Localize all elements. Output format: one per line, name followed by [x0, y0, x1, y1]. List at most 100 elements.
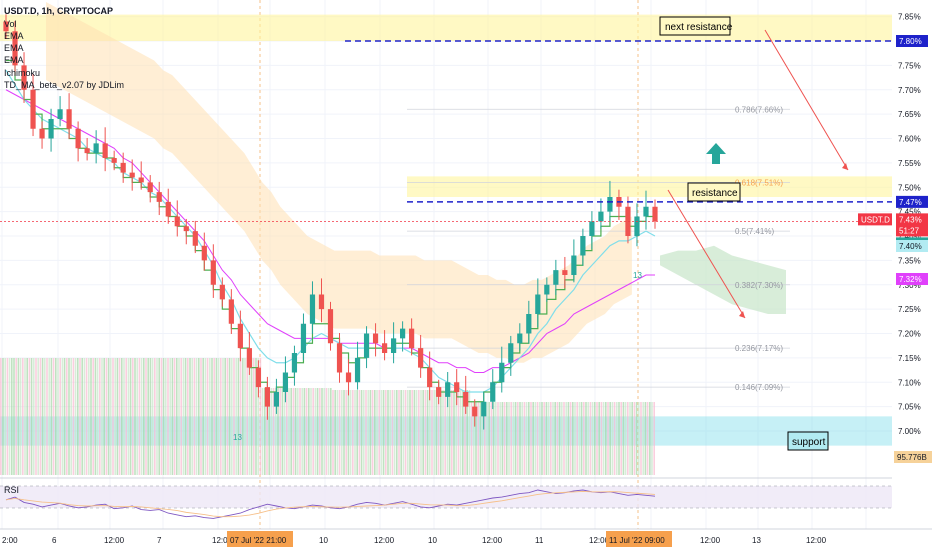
volume-bar	[574, 402, 576, 475]
price-tick-label: 7.20%	[898, 330, 921, 339]
volume-bar	[642, 402, 644, 475]
volume-bar	[182, 358, 185, 475]
volume-bar	[235, 358, 237, 475]
volume-bar	[510, 402, 512, 475]
volume-bar	[343, 390, 345, 475]
volume-bar	[50, 358, 53, 475]
candle-body	[264, 387, 271, 407]
volume-bar	[387, 390, 389, 475]
volume-bar	[576, 402, 578, 475]
volume-bar	[0, 358, 2, 475]
projection-arrow-down-1[interactable]	[764, 29, 849, 171]
candle-body	[219, 284, 225, 300]
volume-bar	[46, 358, 48, 475]
candle-body	[481, 401, 487, 417]
volume-bar	[495, 402, 497, 475]
candle-body	[400, 328, 406, 339]
volume-bar	[424, 390, 427, 475]
volume-bar	[92, 358, 94, 475]
indicator-ichimoku[interactable]: Ichimoku	[4, 68, 40, 78]
volume-bar	[35, 358, 37, 475]
volume-bar	[200, 358, 202, 475]
price-tick-label: 7.35%	[898, 256, 921, 265]
resistance-box[interactable]	[687, 182, 741, 202]
volume-bar	[6, 358, 9, 475]
volume-bar	[242, 358, 244, 475]
volume-bar	[347, 390, 350, 475]
fib-level-label: 0.146(7.09%)	[735, 383, 783, 392]
volume-bar	[413, 390, 416, 475]
indicator-ema-3[interactable]: EMA	[4, 55, 24, 65]
volume-bar	[369, 390, 372, 475]
td-count-label: 13	[233, 433, 242, 442]
volume-bar	[176, 358, 178, 475]
volume-bar	[314, 388, 317, 475]
annotations[interactable]	[0, 29, 892, 319]
up-arrow-icon	[706, 143, 726, 164]
time-highlight-tag	[606, 531, 672, 547]
volume-bar	[600, 402, 603, 475]
volume-bar	[116, 358, 119, 475]
volume-bar	[261, 388, 264, 475]
next-resistance-box[interactable]	[659, 16, 731, 36]
candle-body	[652, 206, 658, 222]
volume-bar	[583, 402, 585, 475]
price-tick-label: 7.40%	[898, 232, 921, 241]
volume-bar	[594, 402, 596, 475]
candle-body	[156, 192, 162, 202]
volume-bar	[488, 402, 490, 475]
volume-bar	[79, 358, 81, 475]
indicator-ema-2[interactable]: EMA	[4, 43, 24, 53]
volume-bar	[479, 402, 482, 475]
projection-arrow-down-2[interactable]	[667, 189, 746, 319]
candle-body	[228, 299, 234, 324]
projection-arrow-head-2	[739, 311, 745, 318]
ichimoku-cloud-future	[660, 245, 786, 314]
ichimoku-cloud-past	[46, 2, 632, 363]
candle-body	[607, 197, 613, 212]
volume-bar	[158, 358, 160, 475]
volume-bar	[246, 358, 248, 475]
volume-bar	[451, 390, 453, 475]
fib-level-label: 0.382(7.30%)	[735, 281, 783, 290]
volume-bar	[380, 390, 383, 475]
time-highlight-tag	[227, 531, 293, 547]
volume-bar	[475, 402, 477, 475]
price-label-text: 95.776B	[897, 453, 927, 462]
volume-bar	[448, 390, 451, 475]
volume-bar	[602, 402, 605, 475]
volume-bar	[231, 358, 233, 475]
candle-body	[327, 309, 334, 344]
volume-bar	[250, 358, 253, 475]
fib-level-label: 0.236(7.17%)	[735, 344, 783, 353]
volume-bar	[332, 390, 334, 475]
volume-bar	[4, 358, 6, 475]
candle-body	[48, 119, 54, 139]
volume-bar	[209, 358, 211, 475]
volume-bar	[202, 358, 204, 475]
volume-bar	[310, 388, 312, 475]
volume-bar	[308, 388, 310, 475]
indicator-td-ma[interactable]: TD_MA_beta_v2.07 by JDLim	[4, 80, 124, 90]
volume-bar	[497, 402, 499, 475]
volume-bar	[283, 388, 286, 475]
volume-bar	[407, 390, 409, 475]
volume-bar	[334, 390, 336, 475]
candle-body	[183, 226, 189, 232]
volume-bars	[0, 358, 655, 475]
volume-bar	[558, 402, 561, 475]
indicator-ema-1[interactable]: EMA	[4, 31, 24, 41]
candle-body	[120, 162, 126, 173]
support-box[interactable]	[787, 431, 829, 451]
rsi-ma-line	[5, 491, 656, 518]
price-label-tag	[896, 240, 928, 252]
volume-bar	[136, 358, 138, 475]
candle-body	[499, 362, 505, 383]
volume-bar	[61, 358, 64, 475]
volume-bar	[499, 402, 501, 475]
volume-bar	[646, 402, 649, 475]
time-highlight-label: 11 Jul '22 09:00	[609, 536, 665, 545]
indicator-vol[interactable]: Vol	[4, 19, 17, 29]
volume-bar	[374, 390, 376, 475]
